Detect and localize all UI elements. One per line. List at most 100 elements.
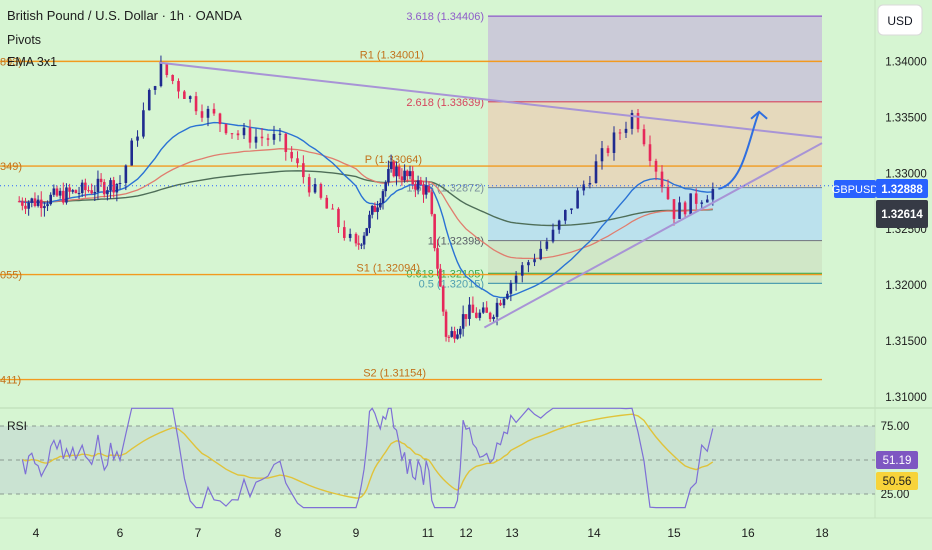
- candle-body: [444, 311, 448, 337]
- candle-body: [502, 298, 506, 306]
- indicator-pivots[interactable]: Pivots: [7, 33, 41, 47]
- currency-button[interactable]: [877, 4, 923, 36]
- pivot-prev-label: 411): [0, 375, 21, 387]
- candle-body: [660, 171, 664, 187]
- candle-body: [24, 205, 27, 209]
- candle-body: [475, 312, 478, 318]
- rsi-tick-label: 25.00: [881, 489, 910, 501]
- candle-body: [439, 268, 442, 287]
- fib-level-label: 3.618 (1.34406): [406, 11, 484, 23]
- candle-body: [84, 182, 87, 191]
- candle-body: [165, 63, 169, 76]
- candle-body: [99, 178, 103, 183]
- candle-body: [520, 265, 524, 276]
- candle-body: [39, 199, 43, 209]
- time-tick-label: 13: [505, 526, 519, 540]
- candle-body: [588, 183, 592, 185]
- candle-body: [557, 220, 561, 230]
- candle-body: [106, 190, 109, 195]
- candle-body: [654, 160, 658, 172]
- candle-body: [313, 184, 317, 193]
- time-tick-label: 16: [741, 526, 755, 540]
- rsi-ma-line: [22, 413, 714, 499]
- candle-body: [36, 199, 40, 206]
- candle-body: [65, 187, 68, 203]
- candle-body: [357, 243, 360, 245]
- candle-body: [115, 183, 119, 193]
- candle-body: [171, 75, 174, 81]
- symbol-badge: [834, 180, 876, 198]
- candle-body: [307, 177, 311, 193]
- candle-body: [27, 202, 30, 209]
- price-tick-label: 1.31000: [885, 392, 927, 404]
- candle-body: [194, 96, 198, 112]
- candle-body: [706, 199, 709, 203]
- candle-body: [43, 206, 46, 209]
- candle-body: [700, 202, 704, 204]
- candle-body: [124, 165, 128, 183]
- candle-body: [354, 233, 358, 244]
- candle-body: [21, 201, 24, 206]
- time-tick-label: 15: [667, 526, 681, 540]
- fib-zone-top: [488, 16, 822, 102]
- candle-body: [606, 148, 610, 153]
- price-tick-label: 1.33500: [885, 112, 927, 124]
- candle-body: [570, 208, 573, 211]
- rsi-value-badge: [876, 451, 918, 469]
- time-tick-label: 11: [422, 526, 435, 540]
- forecast-arrow: [718, 111, 761, 190]
- candle-body: [188, 96, 192, 99]
- candle-body: [400, 176, 404, 181]
- candle-body: [711, 188, 715, 200]
- fib-zone-upper: [488, 101, 822, 188]
- time-tick-label: 7: [195, 526, 202, 540]
- candle-body: [96, 178, 100, 193]
- candle-body: [368, 214, 371, 229]
- candle-body: [284, 133, 288, 152]
- candle-body: [387, 169, 390, 183]
- candle-body: [436, 248, 439, 269]
- candle-body: [200, 111, 204, 118]
- candle-body: [130, 140, 133, 166]
- candle-body: [582, 184, 586, 191]
- candle-body: [379, 202, 382, 208]
- candle-body: [392, 161, 396, 177]
- candle-body: [694, 193, 698, 204]
- candle-body: [672, 199, 676, 219]
- candle-body: [46, 204, 49, 207]
- candle-body: [33, 198, 37, 206]
- candle-body: [527, 262, 530, 266]
- rsi-value-label: 51.19: [883, 455, 912, 467]
- candle-body: [648, 144, 652, 161]
- candle-body: [495, 302, 499, 317]
- candle-body: [481, 307, 485, 313]
- time-tick-label: 14: [587, 526, 601, 540]
- candle-body: [360, 244, 363, 246]
- candle-body: [370, 205, 374, 215]
- fib-level-label: 2.618 (1.33639): [406, 97, 484, 109]
- candle-body: [406, 170, 409, 177]
- candle-body: [183, 91, 186, 99]
- candle-body: [142, 110, 145, 137]
- pivot-label: S2 (1.31154): [363, 368, 426, 380]
- dark-price-label: 1.32614: [881, 209, 923, 221]
- candle-body: [49, 194, 52, 205]
- candle-body: [461, 314, 465, 329]
- pivot-prev-label: 055): [0, 270, 22, 282]
- candle-body: [348, 233, 352, 238]
- candle-body: [30, 198, 34, 203]
- candle-body: [468, 304, 471, 319]
- candle-body: [236, 133, 240, 136]
- candle-body: [397, 166, 401, 177]
- candle-body: [689, 193, 692, 215]
- candle-body: [384, 182, 387, 192]
- candle-body: [58, 190, 62, 196]
- candle-body: [212, 108, 216, 114]
- candle-body: [618, 132, 622, 134]
- currency-button-label: USD: [887, 14, 913, 28]
- candle-body: [153, 86, 157, 90]
- indicator-ema[interactable]: EMA 3x1: [7, 55, 57, 69]
- candle-body: [433, 214, 436, 249]
- candle-body: [478, 312, 482, 318]
- candle-body: [539, 248, 542, 260]
